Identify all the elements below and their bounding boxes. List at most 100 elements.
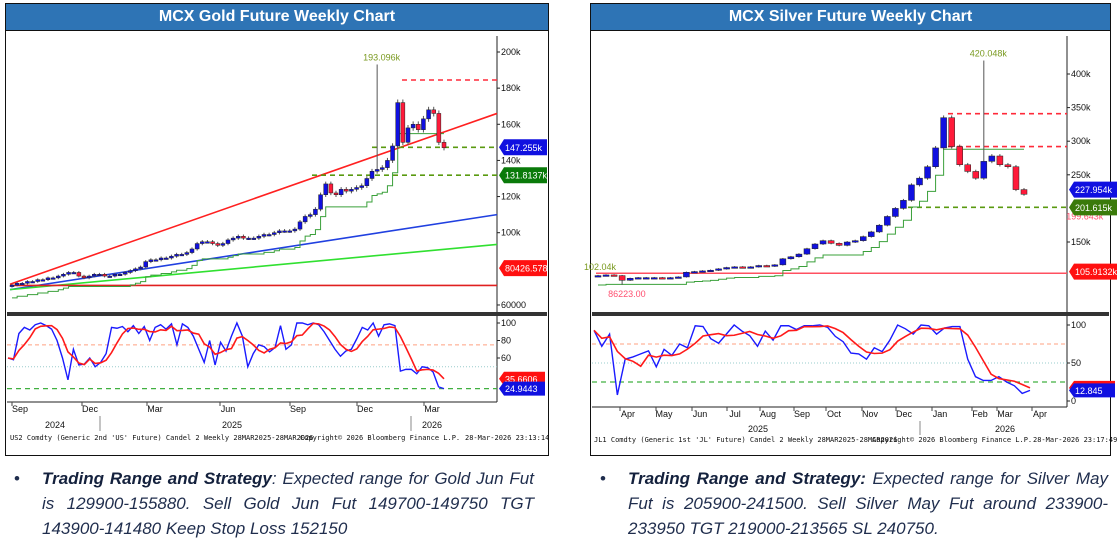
up-candle — [25, 281, 30, 284]
down-candle — [827, 240, 835, 244]
up-candle — [97, 274, 102, 277]
up-candle — [71, 272, 76, 275]
up-candle — [313, 208, 318, 215]
price-label-box — [499, 260, 547, 277]
silver-footer-copyright: Copyright© 2026 Bloomberg Finance L.P. — [872, 436, 1032, 444]
month-label: Mar — [424, 404, 440, 414]
down-candle — [210, 241, 215, 244]
up-candle — [634, 277, 642, 280]
up-candle — [859, 236, 867, 241]
down-candle — [81, 275, 87, 279]
up-candle — [169, 255, 174, 259]
up-candle — [45, 277, 51, 280]
month-label: Mar — [147, 404, 163, 414]
peak-annotation: 193.096k — [363, 52, 401, 62]
month-label: May — [655, 409, 673, 419]
oscillator-d-line — [593, 325, 1031, 389]
osc-label: 12.845 — [1075, 386, 1103, 396]
up-candle — [715, 268, 722, 271]
gold-footer-left: US2 Comdty (Generic 2nd 'US' Future) Can… — [10, 434, 313, 442]
down-candle — [328, 183, 334, 194]
osc-tick-label: 50 — [1071, 358, 1081, 368]
month-label: Jun — [693, 409, 708, 419]
up-candle — [731, 266, 738, 269]
price-label: 131.8137k — [505, 171, 548, 181]
osc-tick-label: 100 — [501, 318, 516, 328]
up-candle — [691, 271, 698, 274]
up-candle — [940, 117, 947, 149]
down-candle — [964, 164, 971, 172]
panel-separator — [592, 312, 1109, 316]
up-candle — [916, 177, 923, 186]
up-candle — [667, 277, 674, 280]
start-low-annotation: 86223.00 — [608, 289, 646, 299]
y-tick-label: 140k — [501, 155, 521, 165]
up-candle — [385, 160, 390, 168]
down-candle — [400, 102, 406, 143]
up-candle — [117, 274, 123, 277]
up-candle — [884, 216, 891, 226]
down-candle — [416, 124, 421, 130]
month-label: Sep — [290, 404, 306, 414]
silver-chart: 400k 350k 300k 250k 150k 420.048k 199.643k 102.… — [584, 36, 1118, 435]
up-candle — [699, 270, 706, 273]
osc-label: 24.9443 — [505, 384, 538, 394]
up-candle — [803, 248, 811, 255]
down-candle — [1020, 189, 1028, 195]
up-candle — [200, 241, 205, 244]
down-candle — [835, 243, 843, 246]
silver-strategy-text: Expected range for Silver May Fut is 205… — [628, 469, 1108, 538]
year-label: 2024 — [45, 420, 65, 430]
month-label: Nov — [862, 409, 879, 419]
silver-strategy-note: • Trading Range and Strategy: Expected r… — [600, 466, 1108, 541]
up-candle — [297, 221, 303, 230]
up-candle — [755, 265, 763, 268]
up-candle — [594, 275, 602, 278]
down-candle — [618, 275, 626, 281]
month-label: Jan — [933, 409, 948, 419]
up-candle — [272, 232, 277, 235]
up-candle — [707, 269, 714, 272]
up-candle — [236, 236, 241, 239]
down-candle — [333, 192, 339, 196]
trailing-stop-line — [12, 133, 444, 299]
up-candle — [988, 155, 996, 162]
year-label: 2025 — [748, 424, 768, 434]
y-tick-label: 300k — [1071, 136, 1091, 146]
up-candle — [148, 259, 154, 262]
up-candle — [779, 258, 787, 266]
price-label: 201.615k — [1075, 203, 1113, 213]
up-candle — [374, 169, 380, 172]
up-candle — [133, 268, 138, 271]
up-candle — [220, 243, 226, 246]
up-candle — [851, 240, 859, 243]
up-candle — [92, 274, 97, 277]
up-candle — [308, 214, 313, 217]
up-candle — [642, 277, 650, 280]
oscillator-d-line — [7, 322, 445, 380]
gold-chart: 200k 180k 160k 140k 120k 100k 60000 193.096k 147… — [7, 36, 548, 431]
panel-separator — [7, 312, 547, 316]
up-candle — [843, 241, 851, 246]
up-candle — [354, 187, 359, 190]
trendline — [9, 243, 498, 291]
bullet-icon: • — [14, 469, 20, 488]
down-candle — [76, 272, 82, 277]
up-candle — [179, 254, 184, 257]
up-candle — [369, 171, 375, 179]
year-label: 2026 — [422, 420, 442, 430]
up-candle — [164, 257, 169, 260]
up-candle — [323, 183, 328, 196]
up-candle — [66, 272, 71, 275]
up-candle — [14, 283, 20, 286]
price-label: 80426.578 — [505, 264, 548, 274]
up-candle — [184, 252, 190, 255]
gold-chart-panel: MCX Gold Future Weekly Chart — [5, 3, 549, 456]
y-tick-label: 350k — [1071, 103, 1091, 113]
up-candle — [20, 283, 25, 286]
y-tick-label: 250k — [1071, 170, 1091, 180]
up-candle — [364, 178, 370, 186]
low-annotation: 199.643k — [1066, 212, 1104, 222]
osc-label-box — [499, 381, 545, 396]
y-tick-label: 200k — [501, 47, 521, 57]
